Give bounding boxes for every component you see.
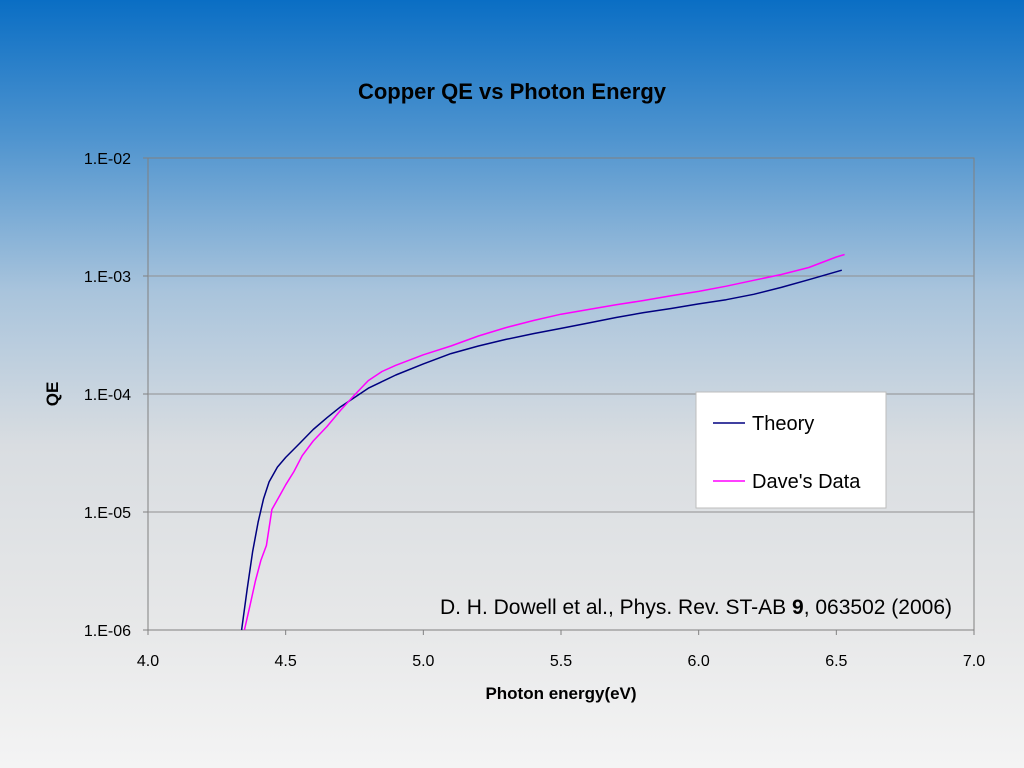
x-tick-label: 7.0	[963, 653, 985, 670]
y-tick-label: 1.E-04	[84, 387, 131, 404]
legend: Theory Dave's Data	[695, 391, 887, 509]
citation-volume: 9	[792, 596, 804, 619]
citation-prefix: D. H. Dowell et al., Phys. Rev. ST-AB	[440, 596, 792, 619]
x-axis-label: Photon energy(eV)	[485, 684, 636, 703]
x-tick-label: 5.0	[412, 653, 434, 670]
series-lines	[240, 253, 845, 631]
y-tick-label: 1.E-06	[84, 623, 131, 640]
x-tick-label: 6.5	[825, 653, 847, 670]
x-tick-label: 4.5	[275, 653, 297, 670]
x-tick-label: 6.0	[688, 653, 710, 670]
y-axis-ticks: 1.E-02 1.E-03 1.E-04 1.E-05 1.E-06	[84, 151, 148, 640]
y-axis-label: QE	[43, 382, 62, 407]
y-tick-label: 1.E-02	[84, 151, 131, 168]
legend-daves-data-label: Dave's Data	[752, 471, 861, 493]
citation-suffix: , 063502 (2006)	[804, 596, 952, 619]
chart-title: Copper QE vs Photon Energy	[358, 79, 667, 104]
y-tick-label: 1.E-05	[84, 505, 131, 522]
x-tick-label: 5.5	[550, 653, 572, 670]
citation: D. H. Dowell et al., Phys. Rev. ST-AB 9,…	[440, 596, 952, 619]
series-line-theory	[240, 269, 843, 631]
y-tick-label: 1.E-03	[84, 269, 131, 286]
x-axis-ticks: 4.0 4.5 5.0 5.5 6.0 6.5 7.0	[137, 630, 985, 670]
series-line-dave-s-data	[243, 253, 845, 631]
legend-theory-label: Theory	[752, 413, 814, 435]
x-tick-label: 4.0	[137, 653, 159, 670]
legend-box	[695, 391, 887, 509]
